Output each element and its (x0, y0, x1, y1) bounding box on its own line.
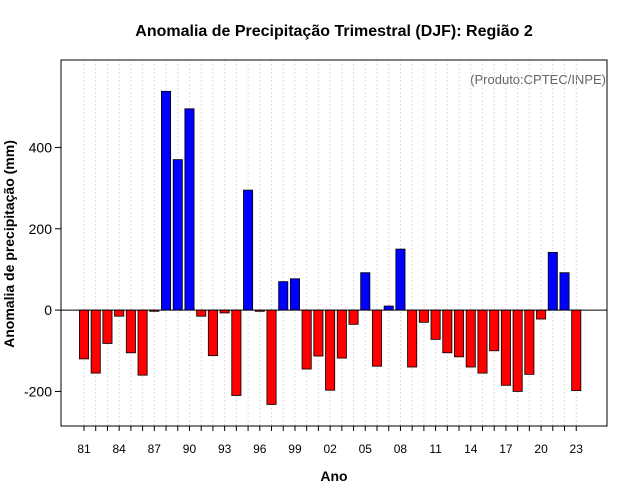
x-axis-label: Ano (320, 468, 347, 484)
bars (79, 90, 582, 405)
bar-2008 (395, 248, 406, 311)
bar-1984 (114, 309, 125, 317)
bar-1986 (137, 309, 148, 376)
bar-2021 (547, 251, 558, 311)
bar-2000 (301, 309, 312, 370)
y-tick-label: 0 (44, 302, 52, 318)
chart-credit: (Produto:CPTEC/INPE) (470, 72, 606, 87)
bar-2022 (559, 272, 570, 311)
x-tick-label: 99 (288, 442, 302, 456)
x-tick-label: 96 (253, 442, 267, 456)
x-tick-label: 14 (464, 442, 478, 456)
bar-1982 (90, 309, 101, 374)
x-axis: 81 84 87 90 93 96 99 02 05 08 11 14 17 20 23 (77, 426, 583, 456)
bar-1997 (266, 309, 277, 405)
bar-2020 (536, 309, 547, 320)
x-tick-label: 05 (359, 442, 373, 456)
y-tick-label: 200 (29, 221, 53, 237)
bar-2007 (383, 305, 394, 311)
bar-2002 (325, 309, 336, 391)
x-tick-label: 02 (323, 442, 337, 456)
y-axis: -200 0 200 400 (24, 139, 61, 399)
bar-2014 (465, 309, 476, 368)
bar-1992 (207, 309, 218, 357)
bar-1985 (125, 309, 136, 354)
x-tick-label: 87 (148, 442, 162, 456)
bar-1983 (102, 309, 113, 344)
x-tick-label: 11 (429, 442, 442, 456)
bar-1990 (184, 108, 195, 311)
bar-1995 (243, 189, 254, 311)
bar-2010 (418, 309, 429, 323)
bar-2012 (442, 309, 453, 354)
x-tick-label: 93 (218, 442, 232, 456)
bar-1991 (196, 309, 207, 317)
bar-1999 (289, 278, 300, 311)
y-tick-label: 400 (29, 139, 53, 155)
bar-2003 (336, 309, 347, 359)
bar-1994 (231, 309, 242, 396)
bar-2001 (313, 309, 324, 357)
x-tick-label: 81 (77, 442, 91, 456)
y-tick-label: -200 (24, 383, 52, 399)
plot-frame (60, 59, 608, 427)
bar-2013 (454, 309, 465, 358)
bar-1989 (172, 159, 183, 311)
x-tick-label: 84 (112, 442, 126, 456)
x-tick-label: 23 (570, 442, 584, 456)
bar-2006 (371, 309, 382, 367)
bar-2015 (477, 309, 488, 374)
x-tick-label: 17 (499, 442, 513, 456)
x-tick-label: 08 (394, 442, 408, 456)
bar-1988 (161, 90, 172, 311)
bar-2017 (500, 309, 511, 386)
bar-2011 (430, 309, 441, 340)
x-tick-label: 20 (534, 442, 548, 456)
y-axis-label: Anomalia de precipitação (mm) (1, 140, 17, 348)
bar-2004 (348, 309, 359, 325)
bar-2019 (524, 309, 535, 375)
bar-1981 (79, 309, 90, 360)
bar-2023 (571, 309, 582, 392)
bar-1998 (278, 281, 289, 311)
bar-2009 (407, 309, 418, 368)
bar-2018 (512, 309, 523, 392)
chart-title: Anomalia de Precipitação Trimestral (DJF… (135, 23, 533, 40)
x-tick-label: 90 (183, 442, 197, 456)
bar-2016 (489, 309, 500, 352)
bar-2005 (360, 272, 371, 311)
